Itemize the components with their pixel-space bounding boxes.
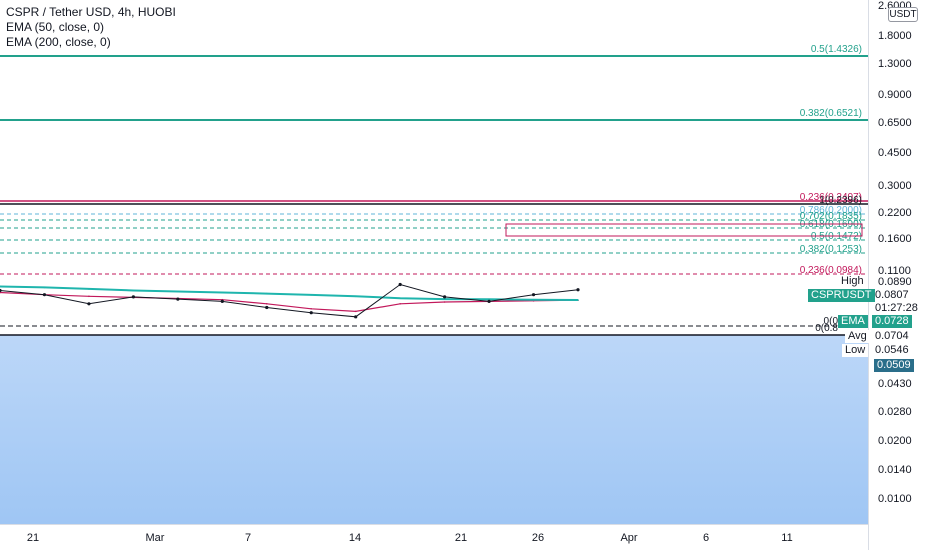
series-point [443, 301, 446, 303]
series-point [309, 311, 313, 315]
series-point [265, 305, 269, 310]
series-point [399, 297, 401, 299]
series-point [132, 289, 135, 292]
series-point [0, 291, 1, 294]
low-value: 0.0546 [875, 344, 909, 356]
series-point [488, 298, 490, 301]
series-point [398, 282, 402, 287]
series-point [220, 299, 224, 304]
avg-value: 0.0704 [875, 330, 909, 342]
ema-tag-value: 0.0728 [872, 315, 912, 328]
series-point [88, 288, 90, 290]
bottom-level-label: 0(0 [824, 316, 839, 327]
series-line [0, 291, 579, 313]
symbol-title[interactable]: CSPR / Tether USD, 4h, HUOBI [6, 5, 176, 19]
series-point [87, 302, 91, 306]
fib-level-label: 1(0.2396) [819, 195, 862, 206]
series-point [43, 286, 46, 289]
avg-label: Avg [845, 330, 870, 343]
indicator-ema50-label[interactable]: EMA (50, close, 0) [6, 20, 105, 34]
bar-countdown: 01:27:28 [875, 302, 918, 314]
fib-level-label: 0.5(1.4326) [811, 44, 862, 55]
high-label: High [841, 275, 864, 287]
series-point [176, 297, 180, 301]
series-point [354, 310, 357, 313]
fib-level-label: 0.382(0.6521) [800, 108, 862, 119]
series-point [310, 294, 313, 296]
series-point [354, 315, 358, 319]
low-price-tag: 0.0509 [874, 359, 914, 372]
series-point [42, 293, 47, 297]
fib-zone-box [505, 223, 863, 237]
series-point [576, 288, 580, 292]
bottom-level-label: 0(0.8 [815, 323, 838, 334]
current-price: 0.0807 [875, 289, 909, 301]
series-line [0, 285, 579, 301]
series-point [221, 291, 224, 294]
series-point [310, 307, 313, 310]
fib-level-label: 0.702(0.1835) [800, 211, 862, 222]
series-point [532, 298, 535, 301]
series-point [443, 295, 447, 299]
series-point [88, 295, 90, 298]
series-line [0, 283, 579, 318]
series-point [265, 302, 268, 305]
symbol-tag: CSPRUSDT [808, 289, 875, 302]
fib-level-label: 0.236(0.2407) [800, 192, 862, 203]
low-label: Low [842, 344, 869, 357]
ema-tag-label: EMA [838, 315, 868, 328]
series-point [577, 299, 579, 301]
indicator-ema200-label[interactable]: EMA (200, close, 0) [6, 35, 111, 49]
fib-level-label: 0.382(0.1253) [800, 244, 862, 255]
series-point [354, 295, 357, 298]
fib-level-label: 0.236(0.0984) [800, 265, 862, 276]
series-point [531, 293, 536, 297]
time-axis[interactable] [0, 524, 868, 550]
series-point [487, 299, 491, 304]
series-point [399, 302, 401, 305]
series-point [177, 290, 179, 293]
plot-area[interactable] [0, 0, 868, 524]
fib-level-label: 0.786(0.2000) [800, 205, 862, 216]
series-point [131, 295, 135, 299]
series-point [0, 285, 1, 288]
series-point [443, 298, 446, 300]
currency-badge[interactable]: USDT [888, 7, 918, 22]
series-point [0, 288, 2, 293]
price-chart[interactable]: 0.5(1.4326) 0.382(0.6521) 0.236(0.2407)1(0… [0, 0, 868, 524]
price-axis[interactable] [868, 0, 932, 550]
series-point [265, 292, 268, 295]
